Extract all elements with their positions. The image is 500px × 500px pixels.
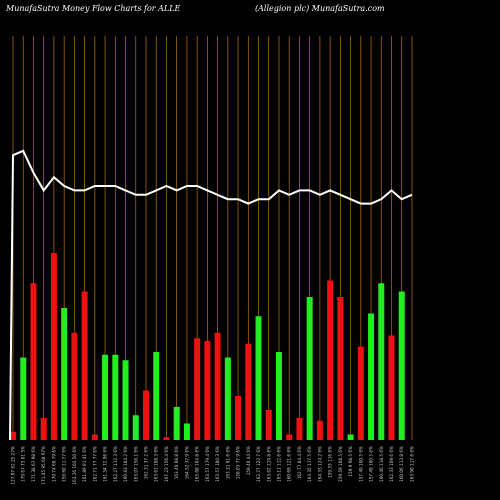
x-tick-label: 163.90 117.6 6% xyxy=(409,446,414,482)
volume-bar xyxy=(183,423,190,440)
x-tick-label: 160.69 121.6 6% xyxy=(287,446,292,482)
volume-bar xyxy=(50,253,57,440)
volume-bar xyxy=(40,418,47,440)
x-tick-label: 170.74 69.79 6% xyxy=(51,446,56,482)
volume-bar xyxy=(132,415,139,440)
volume-bar xyxy=(122,360,129,440)
x-tick-label: 162.71 77.77 6% xyxy=(92,446,97,482)
x-tick-label: 159.60 11.77 6% xyxy=(62,446,67,482)
x-tick-label: 171.38 67.98 6% xyxy=(31,446,36,482)
volume-bar xyxy=(30,283,37,440)
x-tick-label: 163.26 103.50 6% xyxy=(72,446,77,485)
x-tick-label: 164.35 117.5 6% xyxy=(307,446,312,482)
x-tick-label: 159.9 98.5 6% xyxy=(348,446,353,477)
volume-bar xyxy=(224,357,231,440)
volume-bar xyxy=(204,341,211,440)
volume-bar xyxy=(357,346,364,440)
volume-bar xyxy=(296,418,303,440)
volume-bar xyxy=(306,297,313,440)
volume-bar xyxy=(337,297,344,440)
volume-bar xyxy=(71,332,78,440)
x-tick-label: 157.49 100.5 6% xyxy=(369,446,374,482)
volume-bar xyxy=(245,343,252,440)
volume-bar xyxy=(10,431,16,440)
volume-bar xyxy=(388,335,395,440)
x-tick-label: 167.23 156.4 6% xyxy=(164,446,169,482)
volume-bar xyxy=(265,409,272,440)
x-tick-label: 163.62 119.8 6% xyxy=(266,446,271,482)
x-tick-label: 162.77 84.4 6% xyxy=(297,446,302,479)
chart-title: MunafaSutra Money Flow Charts for ALLE xyxy=(6,4,181,13)
volume-bar xyxy=(91,434,98,440)
volume-bar xyxy=(378,283,385,440)
volume-bar xyxy=(112,354,119,440)
volume-bar xyxy=(275,352,282,440)
volume-bar xyxy=(398,291,405,440)
x-tick-label: 161.89 91.41 6% xyxy=(82,446,87,482)
volume-bar xyxy=(61,308,68,440)
x-tick-label: 162.31 37.2 6% xyxy=(143,446,148,479)
x-tick-label: 158.03 77.9 6% xyxy=(236,446,241,479)
x-tick-label: 164.33 124.2 6% xyxy=(317,446,322,482)
x-tick-label: 127.97 62.25 27% xyxy=(11,446,16,485)
x-tick-label: 159.59 108.5 6% xyxy=(338,446,343,482)
volume-bar xyxy=(142,390,149,440)
x-tick-label: 163.11 112.6 6% xyxy=(276,446,281,482)
x-tick-label: 160.06 113.8 6% xyxy=(399,446,404,482)
volume-bar xyxy=(163,437,170,440)
x-tick-label: 163.63 108.3 6% xyxy=(154,446,159,482)
x-tick-label: 161.34 72.96 6% xyxy=(103,446,108,482)
x-tick-label: 164.32 37.9 6% xyxy=(184,446,189,479)
volume-bar xyxy=(81,291,88,440)
x-tick-label: 160.46 118.5 6% xyxy=(379,446,384,482)
volume-bars xyxy=(10,253,405,440)
x-tick-label: 162.77 122.7 6% xyxy=(256,446,261,482)
volume-bar xyxy=(173,407,180,440)
x-tick-label: 163.49 98.8 6% xyxy=(174,446,179,479)
x-tick-label: 171.45 95.68 67% xyxy=(41,446,46,485)
chart-subtitle: (Allegion plc) MunafaSutra.com xyxy=(255,4,385,13)
x-tick-label: 163.31 91.6 6% xyxy=(225,446,230,479)
volume-bar xyxy=(235,396,242,440)
x-tick-label: 162.27 112.3 6% xyxy=(113,446,118,482)
volume-bar xyxy=(102,354,109,440)
x-tick-label: 163.57 180.3 6% xyxy=(215,446,220,482)
x-axis-labels: 127.97 62.25 27% 179.67 75.01 5% 171.38 67… xyxy=(11,446,415,485)
volume-bar xyxy=(255,316,262,440)
volume-bar xyxy=(153,352,160,440)
volume-bar xyxy=(194,338,201,440)
volume-bar xyxy=(316,420,323,440)
x-tick-label: 179.67 75.01 5% xyxy=(21,446,26,482)
volume-bar xyxy=(214,332,221,440)
price-line-path xyxy=(9,149,413,441)
volume-bar xyxy=(347,434,354,440)
x-tick-label: 159.33 116 6% xyxy=(328,446,333,478)
x-tick-label: 165.68 104.8 6% xyxy=(195,446,200,482)
x-tick-label: 157.49 100.5 6% xyxy=(358,446,363,482)
price-line xyxy=(9,149,413,441)
x-tick-label: 160.83 104.2 6% xyxy=(123,446,128,482)
volume-bar xyxy=(20,357,27,440)
volume-bar xyxy=(368,313,375,440)
x-tick-label: 163.07 158.1 6% xyxy=(133,446,138,482)
volume-bar xyxy=(286,434,293,440)
x-tick-label: 162.33 109.6 6% xyxy=(389,446,394,482)
volume-bar xyxy=(327,280,334,440)
x-tick-label: 159.40 44 6% xyxy=(246,446,251,475)
x-tick-label: 163.57 179.4 6% xyxy=(205,446,210,482)
